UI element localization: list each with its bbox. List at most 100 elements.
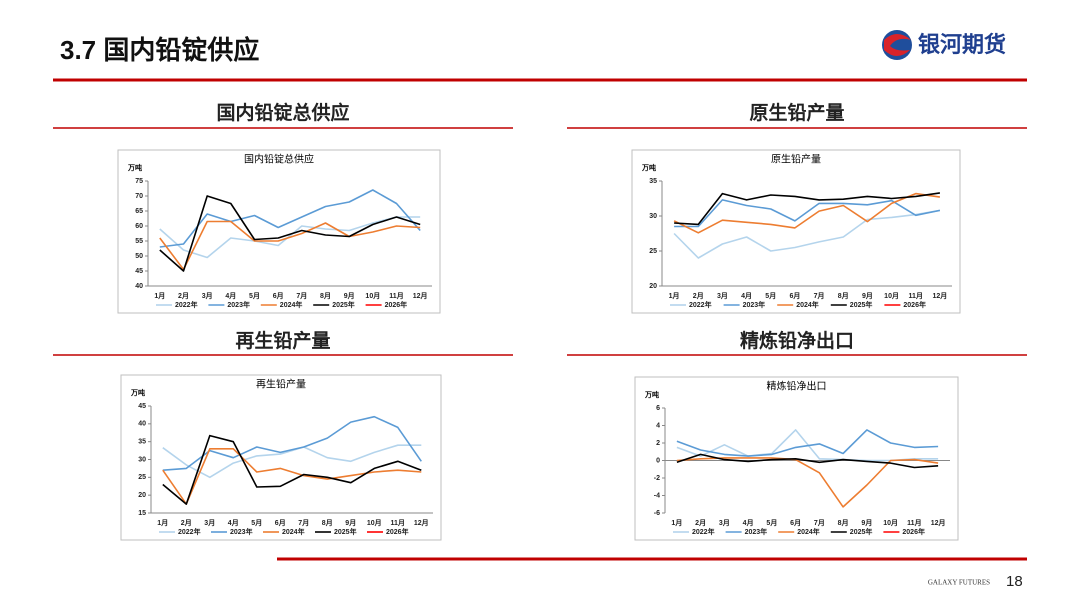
x-tick-label: 3月 xyxy=(204,519,215,527)
x-tick-label: 5月 xyxy=(766,519,777,527)
y-tick-label tick: 6 xyxy=(656,405,660,412)
logo-swoosh xyxy=(884,34,911,56)
series-line xyxy=(676,453,939,469)
x-tick-label: 4月 xyxy=(225,292,236,300)
chart-frame xyxy=(631,149,961,314)
y-tick-label tick: 50 xyxy=(135,253,143,260)
logo-text: 银河期货 xyxy=(918,32,1006,57)
series-line xyxy=(676,429,939,457)
x-tick-label: 10月 xyxy=(883,519,898,527)
legend-label: 2026年 xyxy=(902,527,925,536)
logo: 银河期货 xyxy=(882,30,1006,60)
chart-title: 再生铅产量 xyxy=(256,377,306,390)
y-tick-label tick: 25 xyxy=(649,248,657,255)
x-tick-label: 4月 xyxy=(228,519,239,527)
y-tick-label tick: 35 xyxy=(138,439,146,446)
legend-label: 2024年 xyxy=(796,300,819,309)
x-tick-label: 1月 xyxy=(669,292,680,300)
chart-frame xyxy=(120,374,442,541)
y-unit: 万吨 xyxy=(644,390,659,399)
x-tick-label: 3月 xyxy=(202,292,213,300)
x-tick-label: 6月 xyxy=(273,292,284,300)
x-tick-label: 6月 xyxy=(790,519,801,527)
series-line xyxy=(162,444,422,479)
y-tick-label tick: 30 xyxy=(649,213,657,220)
y-tick-label tick: 70 xyxy=(135,193,143,200)
panel-heading: 精炼铅净出口 xyxy=(740,329,854,352)
legend-label: 2022年 xyxy=(175,300,198,309)
legend-label: 2022年 xyxy=(689,300,712,309)
x-tick-label: 3月 xyxy=(719,519,730,527)
legend-label: 2022年 xyxy=(692,527,715,536)
legend-label: 2026年 xyxy=(903,300,926,309)
x-tick-label: 11月 xyxy=(389,292,403,300)
series-line xyxy=(159,189,421,248)
slide-title: 3.7 国内铅锭供应 xyxy=(60,35,259,65)
y-unit: 万吨 xyxy=(130,388,145,397)
y-tick-label tick: -2 xyxy=(654,475,660,482)
x-tick-label: 10月 xyxy=(365,292,380,300)
series-line xyxy=(673,209,941,259)
legend-label: 2024年 xyxy=(282,527,305,536)
y-tick-label tick: 30 xyxy=(138,456,146,463)
x-tick-label: 11月 xyxy=(909,292,923,300)
x-tick-label: 10月 xyxy=(367,519,382,527)
x-tick-label: 3月 xyxy=(717,292,728,300)
x-tick-label: 4月 xyxy=(741,292,752,300)
y-tick-label tick: 55 xyxy=(135,238,143,245)
x-tick-label: 1月 xyxy=(671,519,682,527)
x-tick-label: 7月 xyxy=(814,519,825,527)
series-line xyxy=(674,192,941,226)
y-tick-label tick: 2 xyxy=(656,440,660,447)
series-line xyxy=(162,415,422,471)
x-tick-label: 8月 xyxy=(838,292,849,300)
legend-label: 2025年 xyxy=(334,527,357,536)
legend-label: 2023年 xyxy=(745,527,768,536)
x-tick-label: 8月 xyxy=(322,519,333,527)
x-tick-label: 6月 xyxy=(789,292,800,300)
x-tick-label: 11月 xyxy=(391,519,405,527)
x-tick-label: 8月 xyxy=(838,519,849,527)
y-tick-label tick: 25 xyxy=(138,474,146,481)
y-tick-label tick: 4 xyxy=(656,422,660,429)
legend-label: 2023年 xyxy=(227,300,250,309)
legend-label: 2025年 xyxy=(332,300,355,309)
x-tick-label: 5月 xyxy=(251,519,262,527)
x-tick-label: 7月 xyxy=(296,292,307,300)
legend-label: 2022年 xyxy=(178,527,201,536)
series-line xyxy=(673,192,941,234)
y-tick-label tick: 65 xyxy=(135,208,143,215)
panel-heading: 国内铅锭总供应 xyxy=(216,101,349,124)
chart-title: 精炼铅净出口 xyxy=(767,379,827,392)
x-tick-label: 9月 xyxy=(861,519,872,527)
chart-title: 原生铅产量 xyxy=(771,152,821,165)
x-tick-label: 9月 xyxy=(862,292,873,300)
x-tick-label: 8月 xyxy=(320,292,331,300)
x-tick-label: 4月 xyxy=(743,519,754,527)
y-tick-label tick: 0 xyxy=(656,457,660,464)
x-tick-label: 5月 xyxy=(249,292,260,300)
x-tick-label: 7月 xyxy=(298,519,309,527)
chart-title: 国内铅锭总供应 xyxy=(244,152,314,165)
chart-frame xyxy=(117,149,441,314)
legend-label: 2023年 xyxy=(230,527,253,536)
legend-label: 2026年 xyxy=(386,527,409,536)
series-line xyxy=(159,195,421,272)
series-line xyxy=(674,199,941,228)
x-tick-label: 12月 xyxy=(933,292,948,300)
x-tick-label: 10月 xyxy=(884,292,899,300)
y-tick-label tick: 35 xyxy=(649,178,657,185)
legend-label: 2023年 xyxy=(743,300,766,309)
y-tick-label tick: 15 xyxy=(138,510,146,517)
y-tick-label tick: 75 xyxy=(135,178,143,185)
x-tick-label: 5月 xyxy=(765,292,776,300)
y-tick-label tick: 60 xyxy=(135,223,143,230)
series-line xyxy=(162,434,422,505)
y-tick-label tick: -4 xyxy=(654,492,660,499)
y-tick-label tick: 40 xyxy=(135,283,143,290)
x-tick-label: 12月 xyxy=(413,292,428,300)
x-tick-label: 2月 xyxy=(695,519,706,527)
